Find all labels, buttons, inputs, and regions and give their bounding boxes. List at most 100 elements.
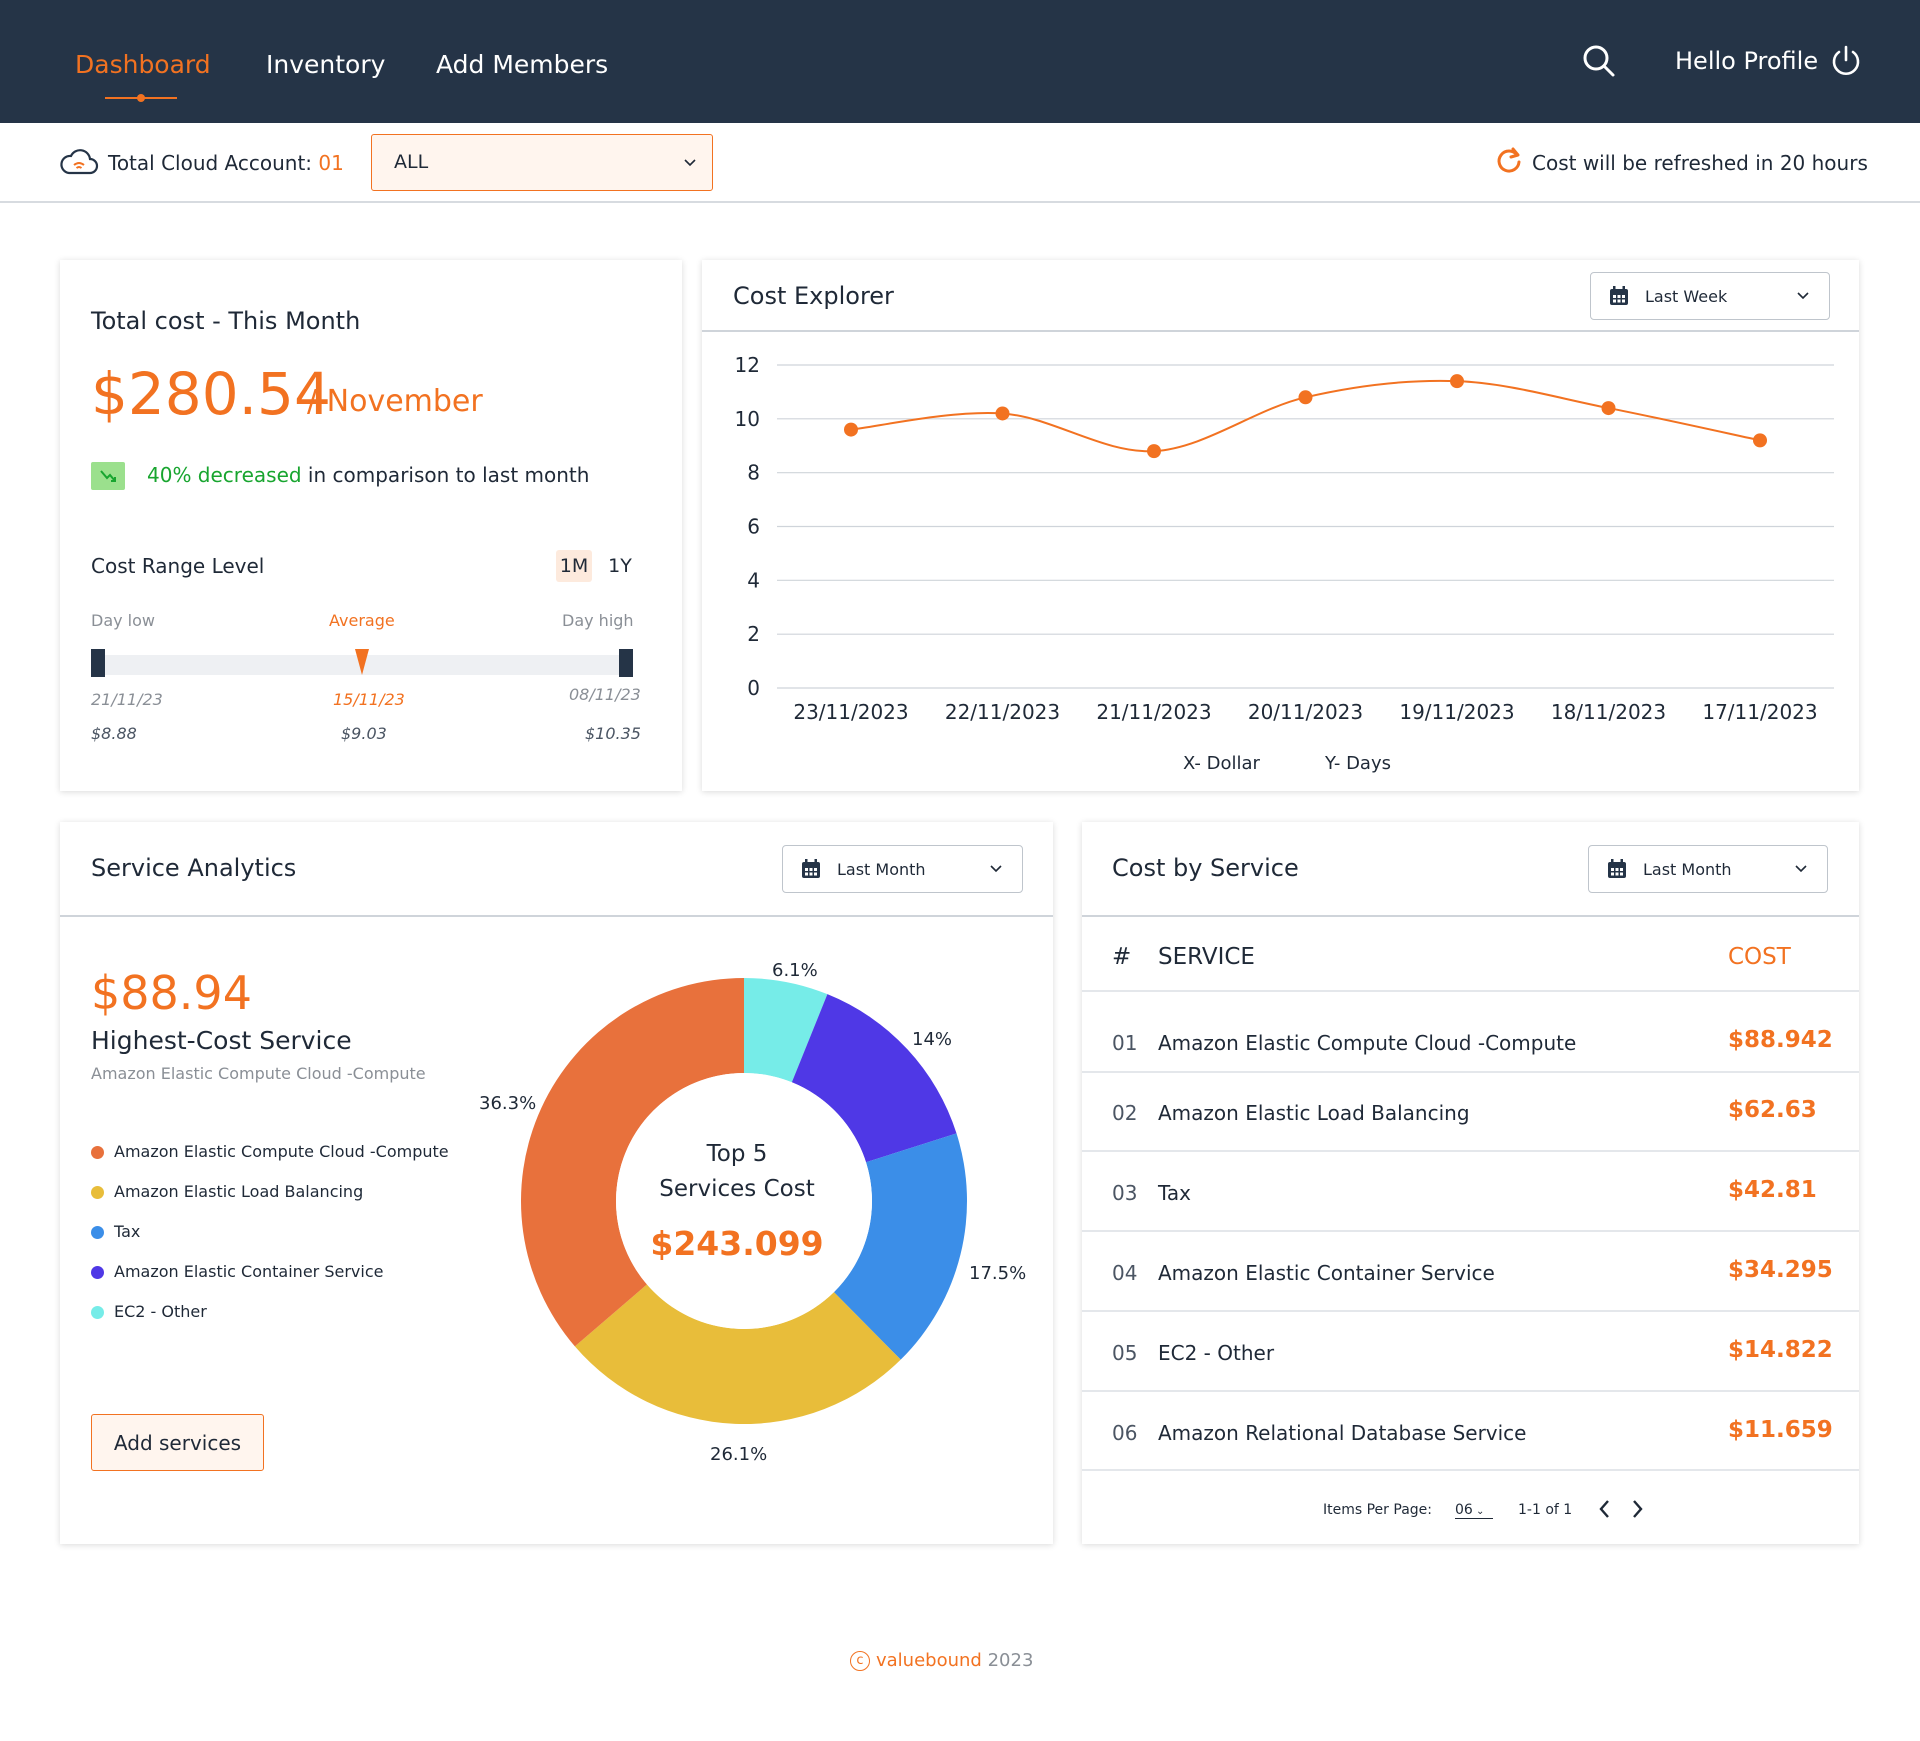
row-cost: $62.63 [1728,1097,1817,1123]
add-services-button[interactable]: Add services [91,1414,264,1471]
donut-slice [574,1284,901,1424]
highest-cost-title: Highest-Cost Service [91,1026,352,1055]
nav-add-members[interactable]: Add Members [436,50,609,79]
y-tick-label: 4 [747,568,760,592]
row-service: Amazon Elastic Container Service [1158,1261,1495,1285]
donut-label: 36.3% [479,1093,537,1114]
chevron-down-icon [1795,865,1807,873]
row-divider [1082,1390,1859,1392]
row-number: 06 [1112,1421,1138,1445]
nav-dashboard[interactable]: Dashboard [75,50,211,79]
total-cost-period: / November [307,384,483,419]
row-service: EC2 - Other [1158,1341,1275,1365]
items-per-page-label: Items Per Page: [1323,1502,1432,1518]
copyright-icon: c [850,1651,870,1671]
cost-range-title: Cost Range Level [91,554,265,578]
x-tick-label: 20/11/2023 [1248,700,1363,724]
data-point [1298,390,1313,405]
card-divider [60,915,1053,917]
cost-by-service-title: Cost by Service [1112,854,1299,882]
donut-slice [744,978,828,1083]
nav-inventory[interactable]: Inventory [266,50,386,79]
legend-label: Amazon Elastic Container Service [114,1262,384,1281]
cloud-icon [60,149,99,175]
legend-label: Amazon Elastic Load Balancing [114,1182,364,1201]
range-toggle-1y[interactable]: 1Y [608,555,632,577]
row-cost: $11.659 [1728,1417,1833,1443]
row-number: 05 [1112,1341,1138,1365]
x-tick-label: 23/11/2023 [793,700,908,724]
refresh-icon[interactable] [1494,146,1524,176]
donut-slice [833,1133,967,1360]
donut-center-amount: $243.099 [650,1224,824,1263]
row-number: 03 [1112,1181,1138,1205]
x-tick-label: 21/11/2023 [1096,700,1211,724]
y-tick-label: 6 [747,515,760,539]
service-analytics-date-dropdown[interactable]: Last Month [782,845,1023,893]
donut-center-line1: Top 5 [706,1141,768,1167]
data-point [1753,433,1767,448]
row-number: 02 [1112,1101,1138,1125]
table-header-cost: COST [1728,944,1791,970]
trend-down-icon [91,462,125,490]
cost-explorer-date-dropdown[interactable]: Last Week [1590,272,1830,320]
row-divider [1082,1310,1859,1312]
range-avg-date: 15/11/23 [333,690,405,709]
cost-by-service-date-dropdown[interactable]: Last Month [1588,845,1828,893]
table-header-service: SERVICE [1158,944,1255,970]
cost-explorer-dropdown-label: Last Week [1645,287,1728,306]
row-service: Amazon Elastic Load Balancing [1158,1101,1470,1125]
pagination-range: 1-1 of 1 [1518,1502,1573,1518]
range-toggle-1m[interactable]: 1M [556,550,592,582]
row-divider [1082,990,1859,992]
donut-label: 17.5% [969,1263,1027,1284]
donut-label: 14% [912,1029,953,1050]
row-service: Tax [1158,1181,1191,1205]
range-average-marker [355,649,369,675]
table-header-num: # [1112,944,1132,970]
legend-label: Amazon Elastic Compute Cloud -Compute [114,1142,449,1161]
donut-slice [791,994,957,1163]
highest-cost-amount: $88.94 [91,966,252,1020]
cost-by-service-card [1082,822,1859,1544]
chevron-down-icon [990,865,1002,873]
account-select-value: ALL [394,151,429,173]
cost-explorer-title: Cost Explorer [733,282,894,310]
range-low-date: 21/11/23 [91,690,163,709]
data-point [1450,374,1464,389]
range-low-marker [91,649,105,677]
items-per-page-select[interactable]: 06 ⌄ [1455,1502,1493,1519]
donut-label: 26.1% [710,1444,768,1465]
range-low-label: Day low [91,611,155,630]
data-point [1147,444,1161,459]
row-cost: $88.942 [1728,1027,1833,1053]
total-cloud-account: Total Cloud Account: 01 [108,151,344,175]
donut-slice [521,978,744,1347]
donut-label: 6.1% [772,960,818,981]
calendar-icon [1610,286,1628,305]
total-cloud-account-count: 01 [318,151,344,175]
nav-active-dot [137,94,145,102]
search-icon[interactable] [1582,44,1616,78]
cost-by-service-dropdown-label: Last Month [1643,860,1732,879]
range-avg-label: Average [329,611,395,630]
services-donut-chart [521,978,967,1424]
total-cost-title: Total cost - This Month [91,307,361,335]
row-divider [1082,1071,1859,1073]
range-avg-value: $9.03 [341,724,387,743]
footer-brand[interactable]: valuebound [876,1650,982,1671]
highest-cost-service: Amazon Elastic Compute Cloud -Compute [91,1064,426,1083]
donut-hole [616,1073,872,1329]
power-icon[interactable] [1829,44,1863,78]
data-point [995,406,1010,421]
range-low-value: $8.88 [91,724,137,743]
profile-greeting[interactable]: Hello Profile [1675,47,1819,75]
calendar-icon [802,859,820,878]
y-tick-label: 8 [747,461,760,485]
chevron-left-icon[interactable] [1593,1497,1617,1521]
legend-label: Tax [114,1222,141,1241]
chevron-right-icon[interactable] [1625,1497,1649,1521]
legend-dot [91,1186,104,1199]
footer: c valuebound 2023 [850,1650,1033,1671]
account-select[interactable]: ALL [371,134,713,191]
